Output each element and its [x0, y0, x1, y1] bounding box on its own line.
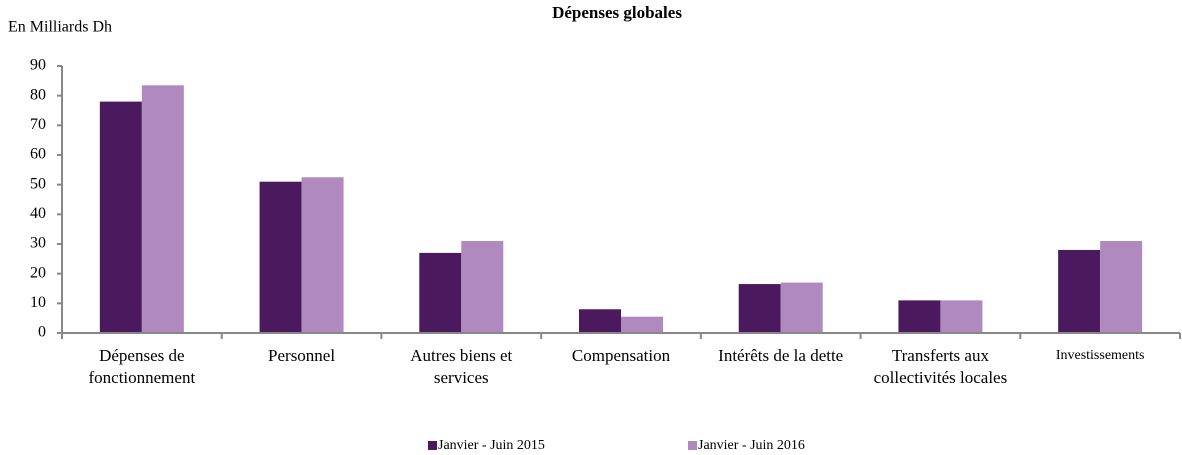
x-tick-label: Compensation [571, 346, 671, 365]
bar [419, 252, 462, 333]
y-tick-label: 70 [30, 116, 46, 133]
x-tick-label: Investissements [1055, 348, 1145, 363]
bar [301, 177, 344, 333]
legend-swatch [428, 441, 437, 450]
y-tick-label: 60 [30, 146, 46, 163]
bar [579, 309, 621, 333]
x-tick-label: Transferts aux collectivités locales [873, 346, 1008, 387]
y-tick-label: 30 [30, 235, 46, 252]
bar [99, 101, 142, 333]
bar [898, 300, 941, 333]
bar [141, 85, 184, 334]
x-tick-label: Intérêts de la dette [718, 346, 844, 365]
legend-swatch [688, 441, 697, 450]
y-tick-label: 0 [38, 324, 46, 341]
y-tick-label: 20 [30, 264, 46, 281]
bar [1100, 241, 1143, 333]
y-tick-label: 50 [30, 175, 46, 192]
bar [461, 241, 504, 333]
x-tick-label: Personnel [268, 346, 336, 365]
bar [1058, 249, 1101, 333]
y-tick-label: 80 [30, 86, 46, 103]
legend-label: Janvier - Juin 2015 [438, 438, 545, 453]
bar [259, 181, 302, 333]
bar [621, 316, 663, 333]
y-tick-label: 40 [30, 205, 46, 222]
chart-title: Dépenses globales [552, 3, 682, 22]
bar [780, 282, 823, 333]
x-tick-label: Autres biens et services [410, 346, 513, 387]
y-tick-label: 90 [30, 57, 46, 74]
y-axis-label: En Milliards Dh [8, 19, 112, 36]
bar [940, 300, 983, 333]
y-tick-label: 10 [30, 294, 46, 311]
legend-label: Janvier - Juin 2016 [698, 438, 805, 453]
x-tick-label: Dépenses de fonctionnement [88, 346, 196, 387]
bar [738, 284, 781, 333]
